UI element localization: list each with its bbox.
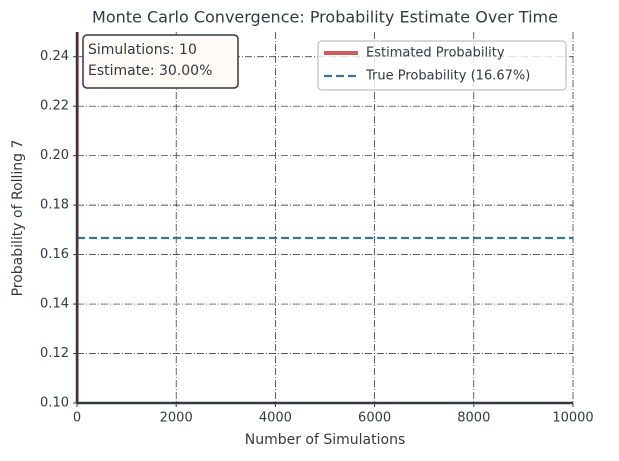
legend-label: True Probability (16.67%) (365, 69, 530, 84)
y-axis-label: Probability of Rolling 7 (10, 140, 26, 297)
x-tick-label: 4000 (259, 411, 292, 426)
x-axis-label: Number of Simulations (245, 432, 406, 448)
y-tick-label: 0.10 (40, 396, 69, 411)
y-tick-label: 0.14 (40, 297, 69, 312)
y-tick-label: 0.18 (40, 198, 69, 213)
legend-label: Estimated Probability (366, 46, 505, 61)
y-tick-label: 0.12 (40, 346, 69, 361)
annotation-text: Simulations: 10 (88, 42, 197, 58)
chart-title: Monte Carlo Convergence: Probability Est… (92, 8, 558, 27)
annotation-text: Estimate: 30.00% (88, 63, 212, 79)
legend-box (317, 40, 567, 91)
annotation-box (82, 34, 239, 89)
y-tick-label: 0.16 (40, 247, 69, 262)
x-tick-label: 0 (73, 411, 81, 426)
x-tick-label: 6000 (358, 411, 391, 426)
y-tick-label: 0.20 (40, 148, 69, 163)
x-tick-label: 2000 (160, 411, 193, 426)
y-tick-label: 0.24 (40, 49, 69, 64)
y-tick-label: 0.22 (40, 99, 69, 114)
x-tick-label: 10000 (552, 411, 593, 426)
x-tick-label: 8000 (457, 411, 490, 426)
